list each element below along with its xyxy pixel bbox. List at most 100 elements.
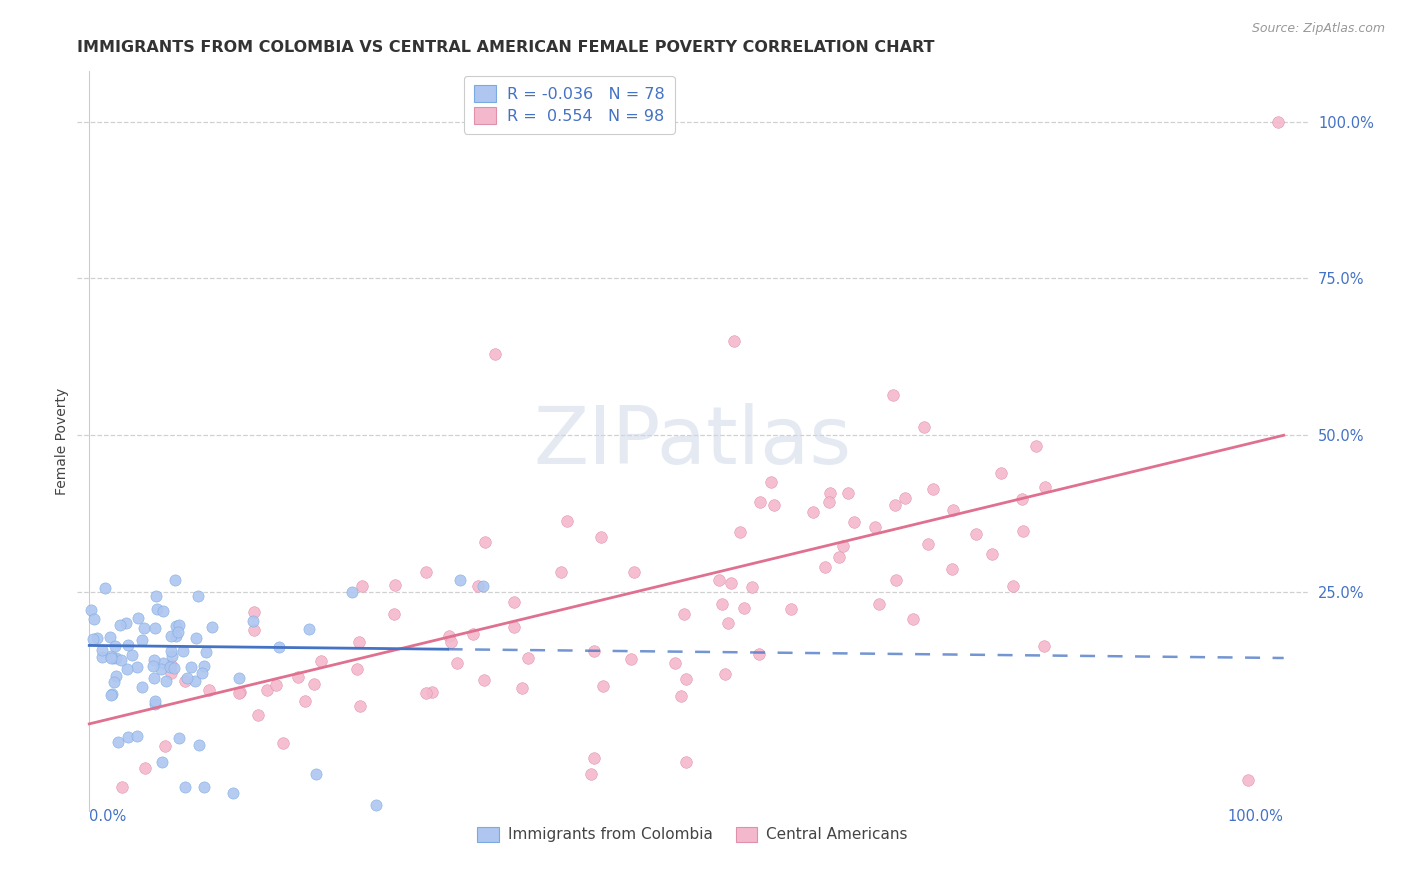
Point	[669, 689, 692, 703]
Point	[167, 624, 190, 639]
Point	[242, 624, 264, 638]
Point	[246, 708, 269, 723]
Point	[831, 539, 853, 553]
Point	[159, 660, 181, 674]
Point	[105, 669, 128, 683]
Point	[382, 607, 405, 622]
Point	[990, 466, 1012, 480]
Point	[163, 573, 186, 587]
Point	[201, 619, 224, 633]
Point	[94, 582, 117, 596]
Point	[664, 657, 686, 671]
Point	[125, 730, 148, 744]
Point	[228, 685, 250, 699]
Point	[142, 671, 165, 685]
Point	[675, 672, 697, 686]
Point	[110, 653, 132, 667]
Point	[741, 580, 763, 594]
Point	[104, 651, 127, 665]
Point	[160, 643, 183, 657]
Point	[748, 647, 770, 661]
Point	[169, 617, 191, 632]
Point	[100, 687, 122, 701]
Point	[165, 629, 187, 643]
Point	[420, 685, 443, 699]
Point	[1011, 492, 1033, 507]
Point	[415, 565, 437, 579]
Point	[160, 629, 183, 643]
Point	[817, 495, 839, 509]
Point	[127, 611, 149, 625]
Point	[903, 611, 925, 625]
Point	[152, 656, 174, 670]
Point	[1033, 480, 1056, 494]
Point	[221, 786, 243, 800]
Point	[620, 651, 643, 665]
Point	[160, 657, 183, 672]
Point	[100, 630, 122, 644]
Point	[91, 642, 114, 657]
Point	[172, 644, 194, 658]
Point	[142, 652, 165, 666]
Point	[309, 654, 332, 668]
Point	[125, 660, 148, 674]
Point	[1267, 114, 1289, 128]
Point	[921, 482, 943, 496]
Point	[80, 603, 103, 617]
Point	[115, 662, 138, 676]
Point	[149, 662, 172, 676]
Point	[437, 630, 460, 644]
Point	[917, 537, 939, 551]
Point	[243, 606, 266, 620]
Point	[1032, 639, 1054, 653]
Point	[100, 649, 122, 664]
Point	[266, 678, 288, 692]
Point	[733, 601, 755, 615]
Point	[484, 347, 506, 361]
Point	[818, 486, 841, 500]
Text: 100.0%: 100.0%	[1227, 808, 1284, 823]
Point	[198, 683, 221, 698]
Point	[150, 755, 173, 769]
Point	[167, 731, 190, 746]
Point	[142, 659, 165, 673]
Point	[707, 574, 730, 588]
Point	[298, 622, 321, 636]
Point	[844, 515, 866, 529]
Point	[155, 673, 177, 688]
Point	[461, 626, 484, 640]
Point	[82, 632, 104, 646]
Point	[340, 585, 363, 599]
Point	[180, 660, 202, 674]
Point	[723, 334, 745, 348]
Point	[162, 648, 184, 663]
Point	[710, 597, 733, 611]
Point	[267, 640, 290, 655]
Point	[942, 502, 965, 516]
Point	[446, 656, 468, 670]
Point	[592, 679, 614, 693]
Point	[579, 767, 602, 781]
Point	[160, 665, 183, 680]
Point	[193, 659, 215, 673]
Point	[191, 665, 214, 680]
Point	[472, 673, 495, 687]
Point	[184, 632, 207, 646]
Point	[228, 671, 250, 685]
Point	[672, 607, 695, 622]
Point	[717, 615, 740, 630]
Point	[242, 614, 264, 628]
Point	[349, 699, 371, 714]
Point	[104, 640, 127, 654]
Point	[510, 681, 533, 695]
Point	[623, 565, 645, 579]
Point	[103, 675, 125, 690]
Point	[83, 612, 105, 626]
Point	[720, 575, 742, 590]
Point	[187, 589, 209, 603]
Text: IMMIGRANTS FROM COLOMBIA VS CENTRAL AMERICAN FEMALE POVERTY CORRELATION CHART: IMMIGRANTS FROM COLOMBIA VS CENTRAL AMER…	[77, 40, 935, 55]
Point	[814, 560, 837, 574]
Point	[884, 498, 907, 512]
Point	[364, 798, 387, 813]
Text: ZIPatlas: ZIPatlas	[533, 402, 852, 481]
